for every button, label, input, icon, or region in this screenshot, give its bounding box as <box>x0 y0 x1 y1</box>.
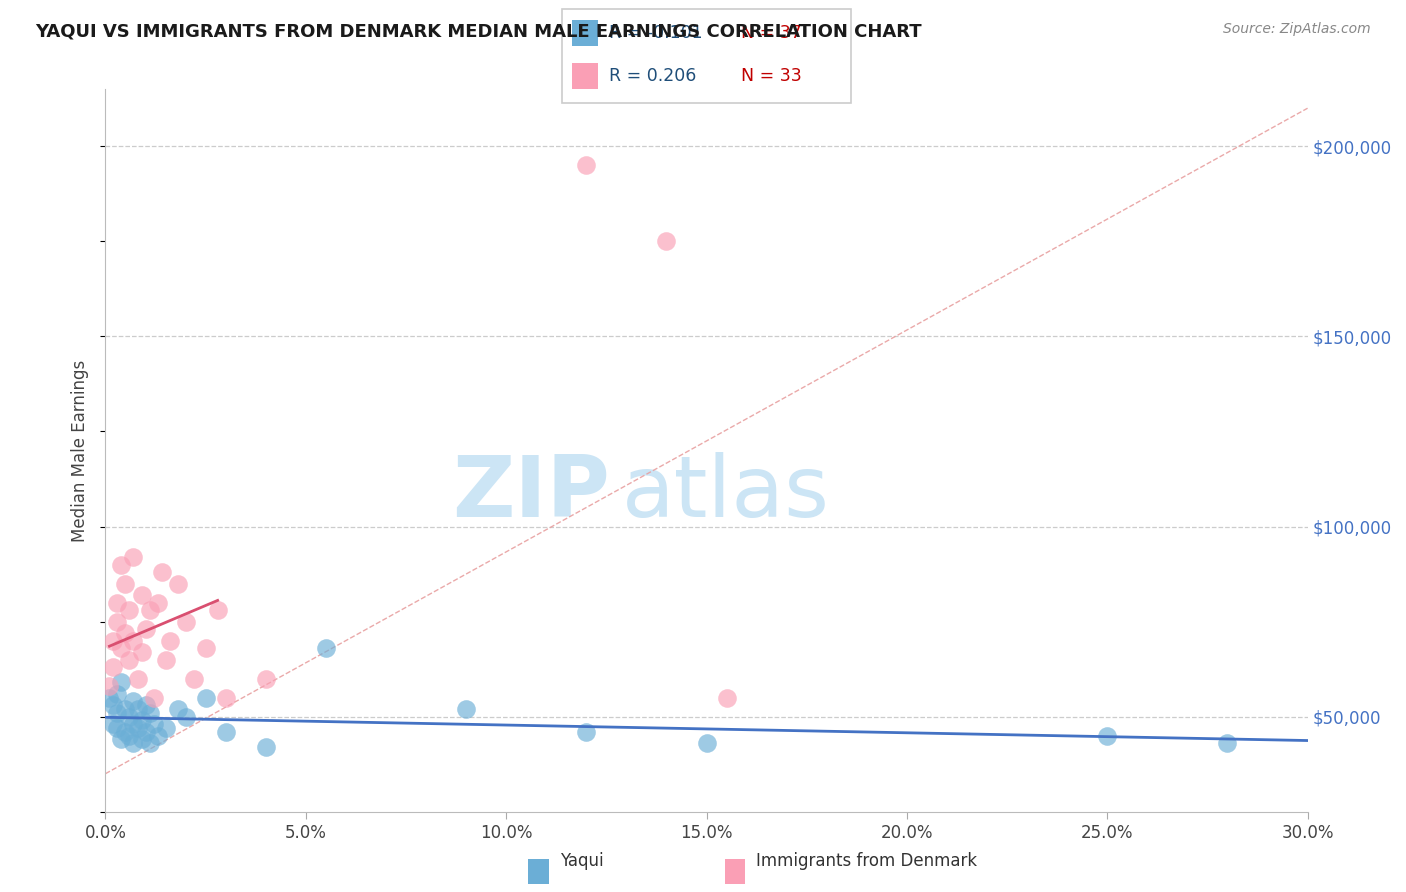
Point <box>142 690 165 705</box>
Point <box>716 690 738 705</box>
Point <box>107 596 129 610</box>
Point <box>138 603 160 617</box>
Point <box>159 633 181 648</box>
Point <box>107 615 129 629</box>
Point <box>114 626 136 640</box>
Text: N = 37: N = 37 <box>741 24 801 42</box>
Point <box>122 694 145 708</box>
Point <box>114 702 136 716</box>
Point <box>103 698 125 713</box>
Point <box>146 596 169 610</box>
Point <box>150 565 173 579</box>
Text: N = 33: N = 33 <box>741 67 801 85</box>
Point <box>122 633 145 648</box>
Point <box>127 721 149 735</box>
Point <box>103 660 125 674</box>
Point <box>131 732 153 747</box>
Y-axis label: Median Male Earnings: Median Male Earnings <box>72 359 90 541</box>
Point <box>114 576 136 591</box>
Point <box>114 724 136 739</box>
Point <box>98 690 121 705</box>
Point <box>155 721 177 735</box>
Point <box>166 576 188 591</box>
Point <box>103 717 125 731</box>
FancyBboxPatch shape <box>572 21 599 46</box>
Text: ZIP: ZIP <box>453 452 610 535</box>
Point <box>110 558 132 572</box>
Point <box>110 675 132 690</box>
Point <box>135 724 157 739</box>
Text: YAQUI VS IMMIGRANTS FROM DENMARK MEDIAN MALE EARNINGS CORRELATION CHART: YAQUI VS IMMIGRANTS FROM DENMARK MEDIAN … <box>35 22 922 40</box>
Point <box>1216 736 1239 750</box>
Point <box>183 672 205 686</box>
Point <box>214 690 236 705</box>
Point <box>142 717 165 731</box>
Point <box>1097 729 1119 743</box>
Point <box>127 702 149 716</box>
FancyBboxPatch shape <box>562 9 851 103</box>
Point <box>107 706 129 720</box>
Point <box>127 672 149 686</box>
Point <box>107 721 129 735</box>
Point <box>103 633 125 648</box>
Point <box>454 702 477 716</box>
Text: Source: ZipAtlas.com: Source: ZipAtlas.com <box>1223 22 1371 37</box>
FancyBboxPatch shape <box>529 860 548 883</box>
Point <box>110 641 132 656</box>
Text: atlas: atlas <box>623 452 831 535</box>
Point <box>131 588 153 602</box>
Point <box>315 641 337 656</box>
Point <box>122 549 145 564</box>
Point <box>254 672 277 686</box>
Point <box>655 235 678 249</box>
Point <box>118 709 141 723</box>
Point <box>254 740 277 755</box>
Point <box>118 652 141 666</box>
Point <box>696 736 718 750</box>
Point <box>138 706 160 720</box>
Point <box>98 679 121 693</box>
Point <box>174 615 197 629</box>
Point <box>131 714 153 728</box>
Point <box>122 736 145 750</box>
Point <box>118 729 141 743</box>
Point <box>207 603 229 617</box>
Point <box>194 641 217 656</box>
Point <box>155 652 177 666</box>
Point <box>214 724 236 739</box>
Point <box>110 732 132 747</box>
FancyBboxPatch shape <box>725 860 745 883</box>
Point <box>174 709 197 723</box>
Text: Immigrants from Denmark: Immigrants from Denmark <box>756 852 977 870</box>
Point <box>146 729 169 743</box>
Point <box>131 645 153 659</box>
Point <box>135 622 157 636</box>
Text: Yaqui: Yaqui <box>560 852 603 870</box>
Point <box>122 717 145 731</box>
Point <box>138 736 160 750</box>
Point <box>118 603 141 617</box>
Point <box>575 724 598 739</box>
Point <box>194 690 217 705</box>
Point <box>575 158 598 172</box>
Point <box>166 702 188 716</box>
Text: R = -0.101: R = -0.101 <box>609 24 702 42</box>
Point <box>107 687 129 701</box>
FancyBboxPatch shape <box>572 63 599 89</box>
Point <box>135 698 157 713</box>
Text: R = 0.206: R = 0.206 <box>609 67 696 85</box>
